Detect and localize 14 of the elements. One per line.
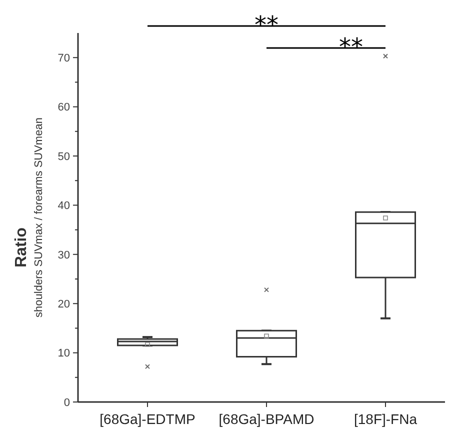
y-tick-label: 50 bbox=[58, 150, 70, 163]
y-tick-label: 70 bbox=[58, 52, 70, 64]
x-tick-label: [68Ga]-EDTMP bbox=[100, 411, 196, 427]
y-axis-title: Ratio shoulders SUVmax / forearms SUVmean bbox=[13, 118, 45, 318]
annotation: ** bbox=[339, 33, 363, 61]
y-tick-label: 60 bbox=[58, 102, 70, 114]
y-tick-label: 30 bbox=[58, 249, 70, 262]
y-tick-label: 40 bbox=[58, 200, 70, 212]
y-tick-label: 10 bbox=[58, 348, 70, 360]
x-tick-label: [18F]-FNa bbox=[354, 411, 418, 427]
annotation: ** bbox=[254, 11, 278, 39]
y-tick-label: 20 bbox=[58, 298, 70, 310]
x-tick-label: [68Ga]-BPAMD bbox=[218, 411, 314, 427]
y-tick-label: 0 bbox=[64, 396, 70, 409]
